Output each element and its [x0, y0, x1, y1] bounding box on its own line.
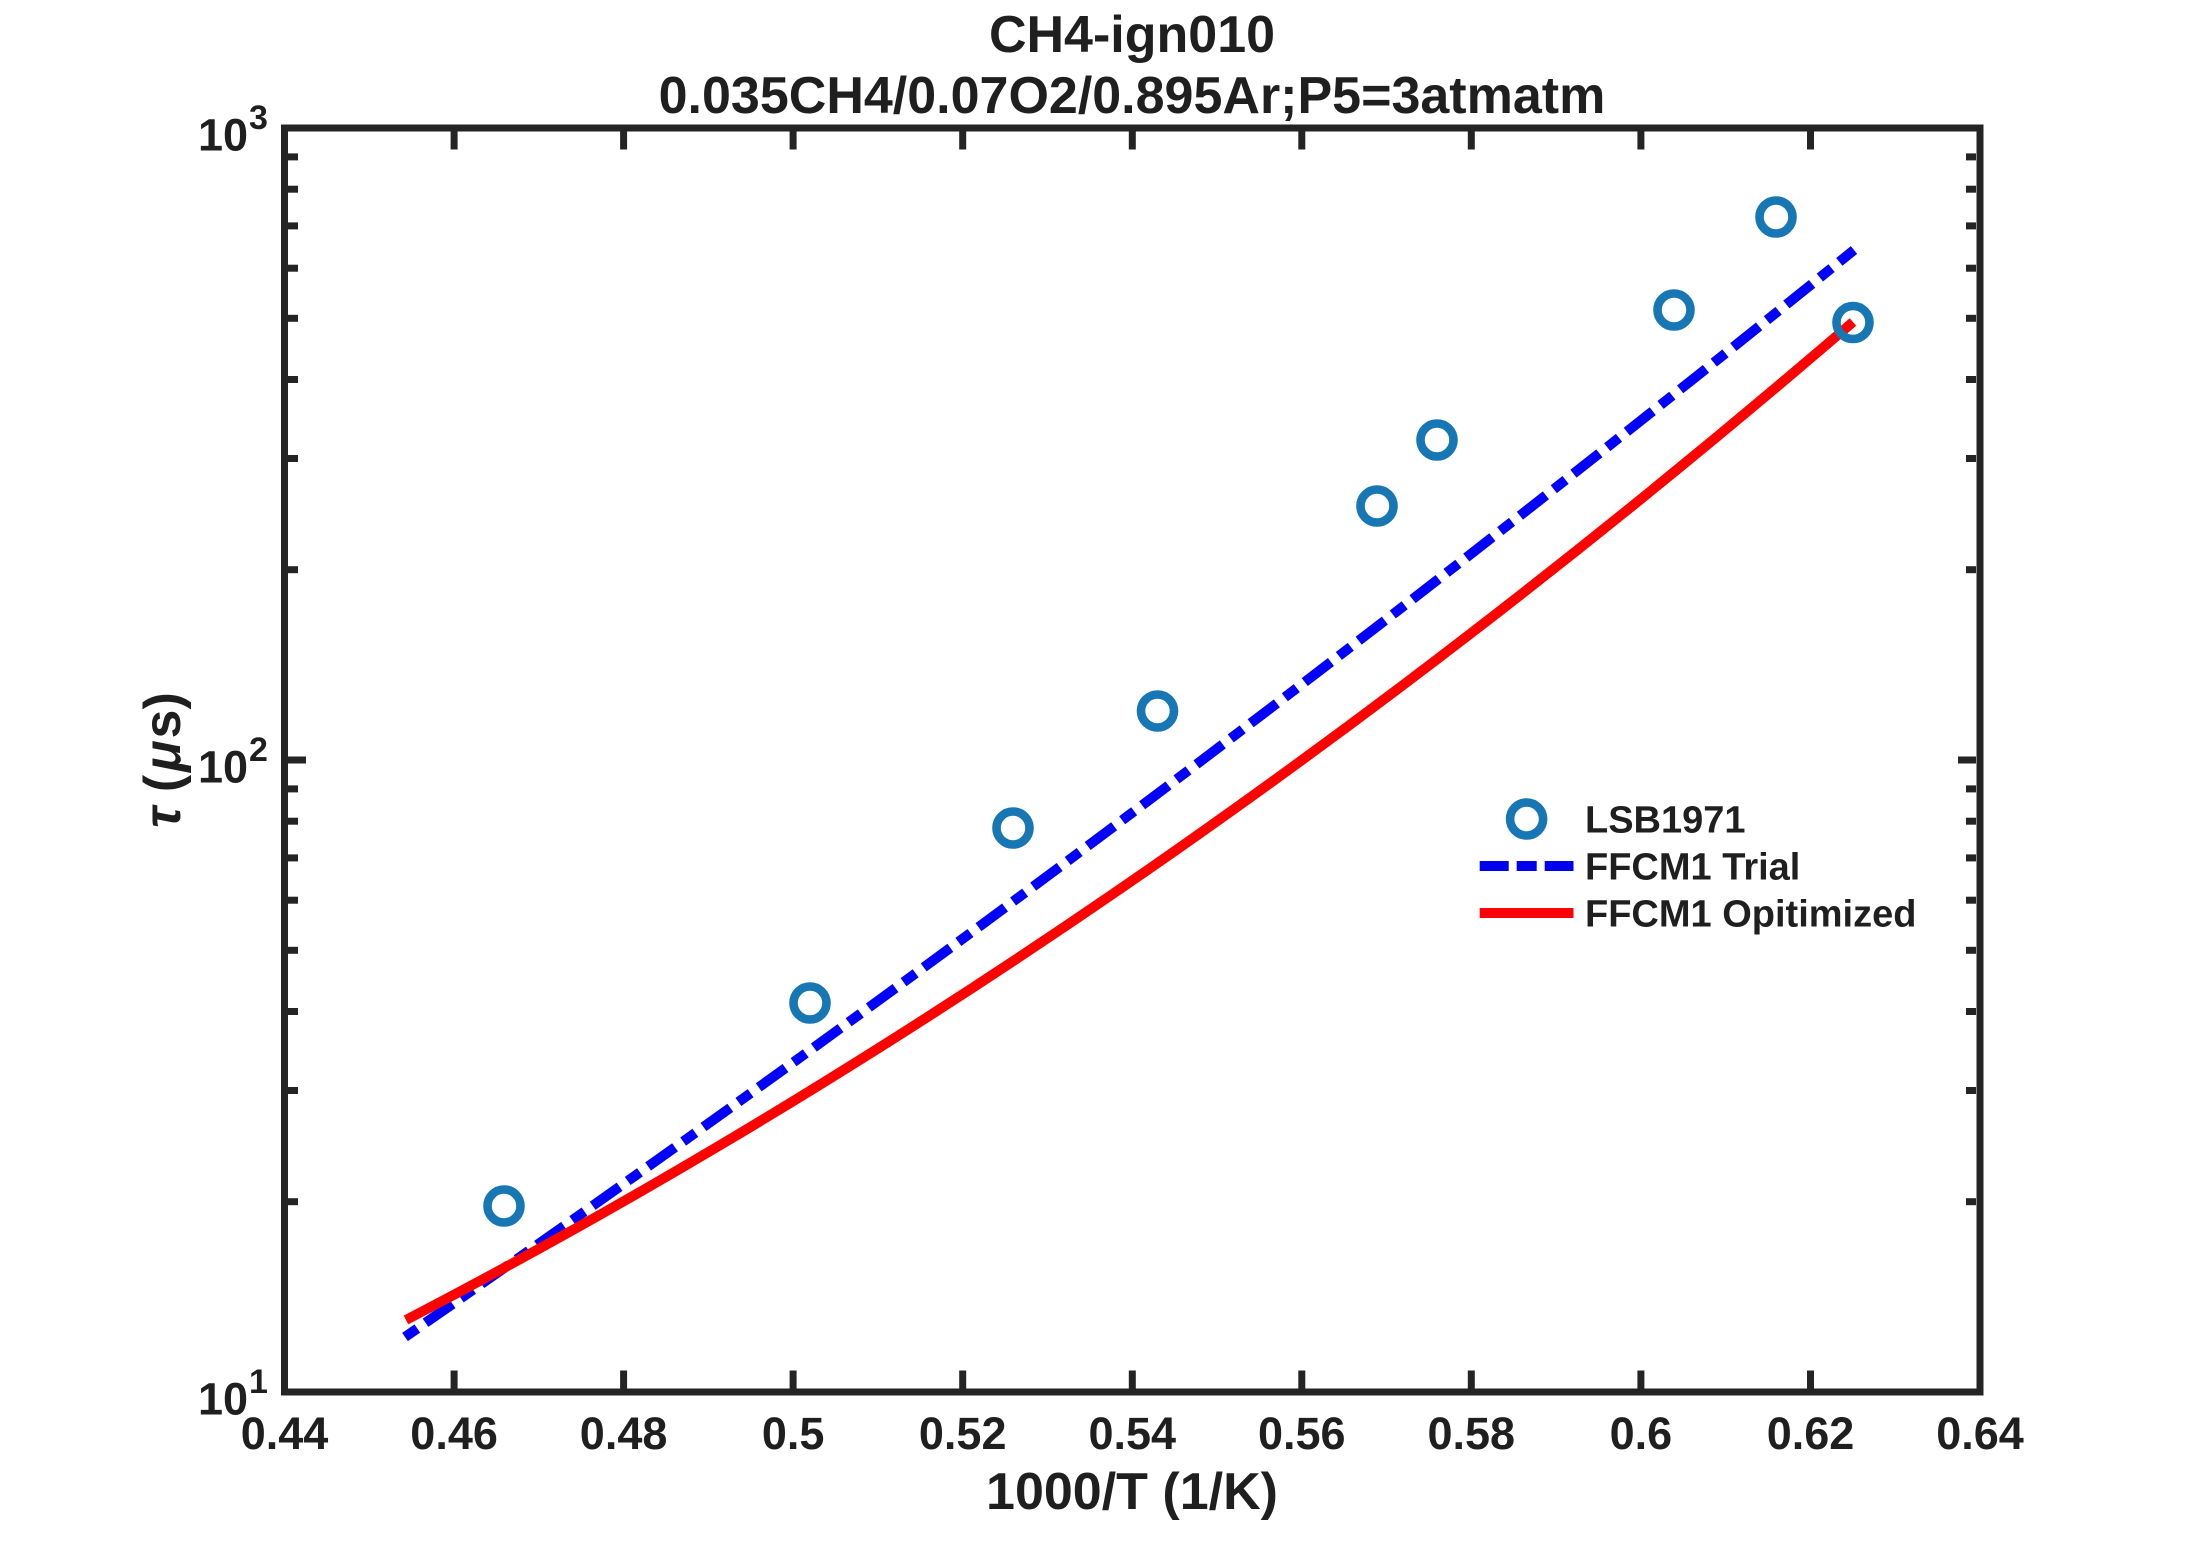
svg-text:LSB1971: LSB1971 — [1585, 800, 1746, 842]
svg-text:0.44: 0.44 — [241, 1408, 329, 1459]
svg-text:0.56: 0.56 — [1258, 1408, 1346, 1459]
svg-text:FFCM1 Opitimized: FFCM1 Opitimized — [1585, 894, 1916, 936]
svg-text:10: 10 — [198, 110, 248, 161]
svg-text:FFCM1 Trial: FFCM1 Trial — [1585, 847, 1800, 889]
svg-text:CH4-ign010: CH4-ign010 — [989, 6, 1275, 64]
svg-text:0.46: 0.46 — [410, 1408, 498, 1459]
svg-text:0.035CH4/0.07O2/0.895Ar;P5=3at: 0.035CH4/0.07O2/0.895Ar;P5=3atmatm — [659, 67, 1606, 125]
svg-text:0.5: 0.5 — [762, 1408, 825, 1459]
svg-text:0.62: 0.62 — [1767, 1408, 1855, 1459]
svg-text:0.52: 0.52 — [919, 1408, 1007, 1459]
svg-text:0.54: 0.54 — [1089, 1408, 1177, 1459]
svg-text:0.48: 0.48 — [580, 1408, 668, 1459]
svg-text:1: 1 — [249, 1363, 268, 1401]
svg-text:0.6: 0.6 — [1610, 1408, 1673, 1459]
svg-text:10: 10 — [198, 1374, 248, 1425]
svg-text:10: 10 — [198, 742, 248, 793]
svg-text:2: 2 — [249, 731, 268, 769]
svg-text:1000/T (1/K): 1000/T (1/K) — [986, 1463, 1278, 1521]
svg-text:0.58: 0.58 — [1428, 1408, 1516, 1459]
svg-text:τ (μs): τ (μs) — [134, 692, 192, 828]
svg-text:0.64: 0.64 — [1936, 1408, 2024, 1459]
svg-text:3: 3 — [249, 99, 268, 137]
